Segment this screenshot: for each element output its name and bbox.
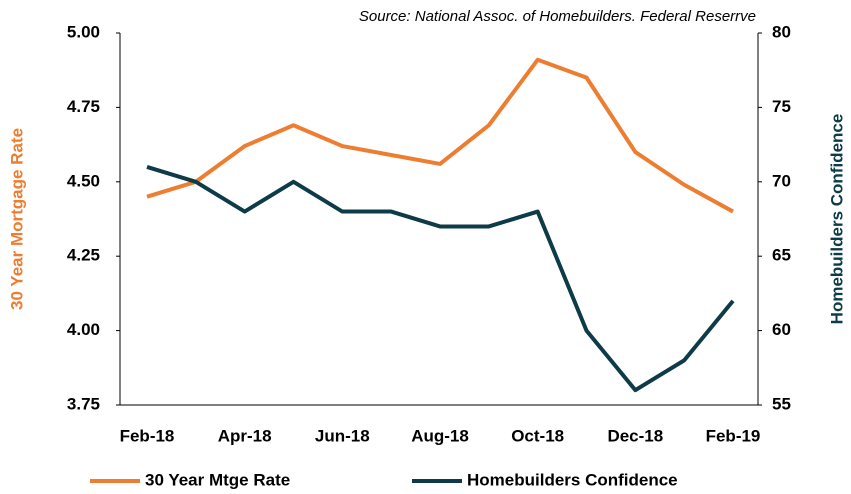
y2-tick-label: 60 xyxy=(772,320,791,339)
source: Source: National Assoc. of Homebuilders.… xyxy=(359,8,756,25)
y-tick-label: 4.00 xyxy=(67,320,100,339)
y2-tick-label: 55 xyxy=(772,394,791,413)
x-tick-label: Feb-18 xyxy=(120,426,175,445)
y2-tick-label: 80 xyxy=(772,22,791,41)
y-tick-label: 4.50 xyxy=(67,171,100,190)
y2-tick-label: 75 xyxy=(772,97,791,116)
x-tick-label: Feb-19 xyxy=(706,426,761,445)
series-line xyxy=(146,57,734,214)
y-tick-label: 5.00 xyxy=(67,22,100,41)
y2-axis-title: Homebuilders Confidence xyxy=(827,114,846,325)
x-tick-label: Apr-18 xyxy=(218,426,272,445)
x-tick-label: Aug-18 xyxy=(411,426,469,445)
series-line xyxy=(146,165,735,393)
y-axis-title: 30 Year Mortgage Rate xyxy=(7,128,26,310)
y-tick-label: 4.25 xyxy=(67,246,100,265)
y2-tick-label: 70 xyxy=(772,171,791,190)
legend-label: Homebuilders Confidence xyxy=(467,470,678,489)
y2-tick-label: 65 xyxy=(772,246,791,265)
x-tick-label: Oct-18 xyxy=(511,426,564,445)
x-tick-label: Jun-18 xyxy=(315,426,370,445)
x-tick-label: Dec-18 xyxy=(607,426,663,445)
y-tick-label: 4.75 xyxy=(67,97,100,116)
legend-label: 30 Year Mtge Rate xyxy=(145,470,290,489)
y-tick-label: 3.75 xyxy=(67,394,100,413)
